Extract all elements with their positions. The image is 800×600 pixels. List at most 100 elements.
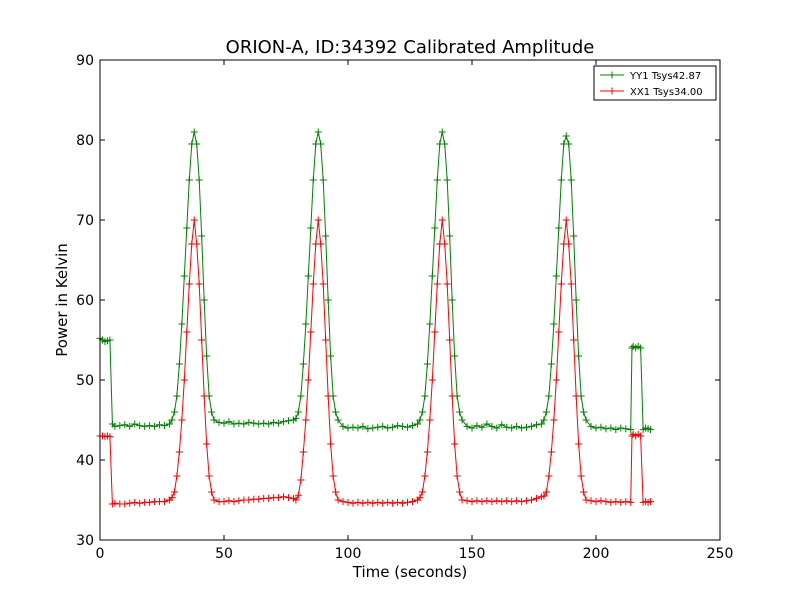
data-point (408, 498, 416, 506)
data-point (146, 422, 154, 430)
data-point (131, 498, 139, 506)
plot-frame (99, 59, 721, 541)
data-point (314, 128, 322, 136)
data-point (309, 176, 317, 184)
data-point (195, 280, 203, 288)
plot-area (96, 128, 655, 508)
data-point (468, 424, 476, 432)
data-point (374, 498, 382, 506)
data-point (178, 416, 186, 424)
data-point (498, 421, 506, 429)
data-point (260, 419, 268, 427)
data-point (354, 498, 362, 506)
data-point (592, 498, 600, 506)
data-point (532, 421, 540, 429)
series-line (100, 219, 651, 505)
data-point (230, 420, 238, 428)
data-point (314, 216, 322, 224)
legend-box (593, 65, 717, 101)
data-point (111, 499, 119, 507)
data-point (389, 423, 397, 431)
data-point (647, 426, 655, 434)
data-point (389, 499, 397, 507)
legend-label: XX1 Tsys34.00 (630, 87, 703, 98)
data-point (562, 216, 570, 224)
y-tick-label: 70 (76, 213, 94, 229)
data-point (302, 320, 310, 328)
data-point (503, 423, 511, 431)
data-point (106, 336, 114, 344)
data-point (523, 497, 531, 505)
data-point (379, 422, 387, 430)
data-point (327, 440, 335, 448)
data-point (136, 422, 144, 430)
data-point (106, 433, 114, 441)
data-point (545, 392, 553, 400)
data-point (374, 423, 382, 431)
data-point (637, 432, 645, 440)
data-point (183, 224, 191, 232)
data-point (451, 352, 459, 360)
data-point (292, 496, 300, 504)
data-point (433, 176, 441, 184)
x-tick-label: 250 (707, 546, 734, 562)
data-point (126, 422, 134, 430)
data-point (528, 496, 536, 504)
data-point (245, 496, 253, 504)
data-point (612, 498, 620, 506)
data-point (565, 240, 573, 248)
data-point (617, 498, 625, 506)
data-point (637, 344, 645, 352)
data-point (627, 426, 635, 434)
legend-label: YY1 Tsys42.87 (629, 71, 701, 82)
data-point (275, 494, 283, 502)
data-point (428, 376, 436, 384)
data-point (384, 498, 392, 506)
data-point (483, 420, 491, 428)
data-point (580, 488, 588, 496)
data-point (592, 424, 600, 432)
data-point (408, 422, 416, 430)
data-point (220, 419, 228, 427)
x-tick-label: 150 (459, 546, 486, 562)
data-point (438, 128, 446, 136)
data-point (322, 232, 330, 240)
data-point (587, 497, 595, 505)
data-point (597, 423, 605, 431)
data-point (265, 494, 273, 502)
data-point (332, 488, 340, 496)
data-point (307, 328, 315, 336)
data-point (428, 272, 436, 280)
data-point (587, 422, 595, 430)
data-point (550, 320, 558, 328)
data-point (478, 423, 486, 431)
data-point (369, 424, 377, 432)
data-point (349, 499, 357, 507)
data-point (612, 426, 620, 434)
data-point (404, 423, 412, 431)
data-point (284, 494, 292, 502)
chart-title: ORION-A, ID:34392 Calibrated Amplitude (226, 37, 595, 58)
data-point (359, 422, 367, 430)
data-point (151, 422, 159, 430)
data-point (421, 472, 429, 480)
data-point (317, 240, 325, 248)
y-tick-label: 60 (76, 293, 94, 309)
x-axis: 0 50 100 150 200 250 (96, 60, 734, 562)
y-tick-label: 40 (76, 453, 94, 469)
data-point (245, 418, 253, 426)
data-point (294, 491, 302, 499)
data-point (555, 224, 563, 232)
data-point (478, 498, 486, 506)
data-point (542, 408, 550, 416)
data-point (483, 497, 491, 505)
data-point (418, 488, 426, 496)
data-point (265, 420, 273, 428)
data-point (198, 232, 206, 240)
data-point (426, 416, 434, 424)
data-point (647, 498, 655, 506)
data-point (322, 336, 330, 344)
data-point (451, 440, 459, 448)
data-point (299, 448, 307, 456)
data-point (302, 416, 310, 424)
